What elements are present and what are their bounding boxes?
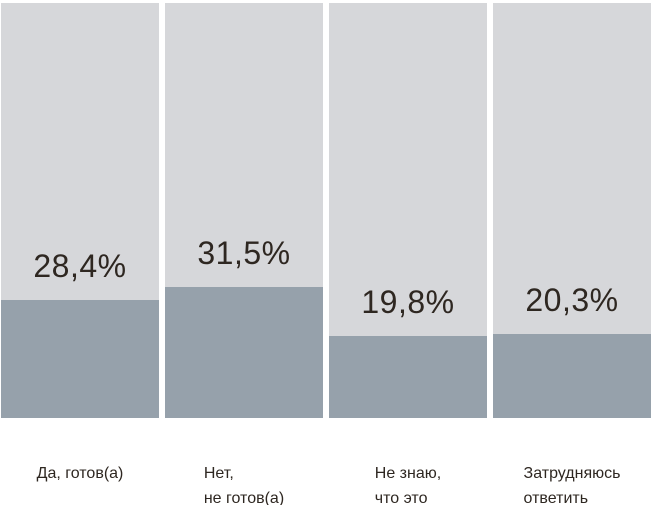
- bar-fill: [329, 335, 487, 418]
- category-label-line: Да, готов(а): [36, 465, 124, 482]
- bar-column-not-ready: 31,5% Нет, не готов(а): [165, 3, 323, 505]
- bar-value-label: 28,4%: [33, 248, 127, 285]
- bar-column-yes-ready: 28,4% Да, готов(а): [1, 3, 159, 505]
- category-label: Затрудняюсь ответить: [493, 461, 651, 505]
- category-label-line: Не знаю,: [374, 465, 442, 482]
- category-label-line: Затрудняюсь: [523, 465, 621, 482]
- bar-value-label: 20,3%: [525, 281, 619, 318]
- survey-bar-chart: 28,4% Да, готов(а) 31,5% Нет, не готов(а…: [1, 3, 651, 505]
- category-label-line: ответить: [523, 490, 589, 505]
- bar-fill: [1, 300, 159, 418]
- bar-column-dont-know: 19,8% Не знаю, что это: [329, 3, 487, 505]
- bar-value-label: 31,5%: [197, 235, 291, 272]
- bar-column-hard-to-answer: 20,3% Затрудняюсь ответить: [493, 3, 651, 505]
- category-label-line: не готов(а): [203, 490, 285, 505]
- category-label: Нет, не готов(а): [165, 461, 323, 505]
- bar-track: 28,4%: [1, 3, 159, 418]
- category-label: Да, готов(а): [1, 461, 159, 486]
- bar-value-label: 19,8%: [361, 283, 455, 320]
- bar-track: 20,3%: [493, 3, 651, 418]
- bar-fill: [165, 287, 323, 418]
- category-label: Не знаю, что это: [329, 461, 487, 505]
- category-label-line: Нет,: [203, 465, 234, 482]
- bar-track: 19,8%: [329, 3, 487, 418]
- bar-fill: [493, 333, 651, 418]
- category-label-line: что это: [374, 490, 428, 505]
- bar-track: 31,5%: [165, 3, 323, 418]
